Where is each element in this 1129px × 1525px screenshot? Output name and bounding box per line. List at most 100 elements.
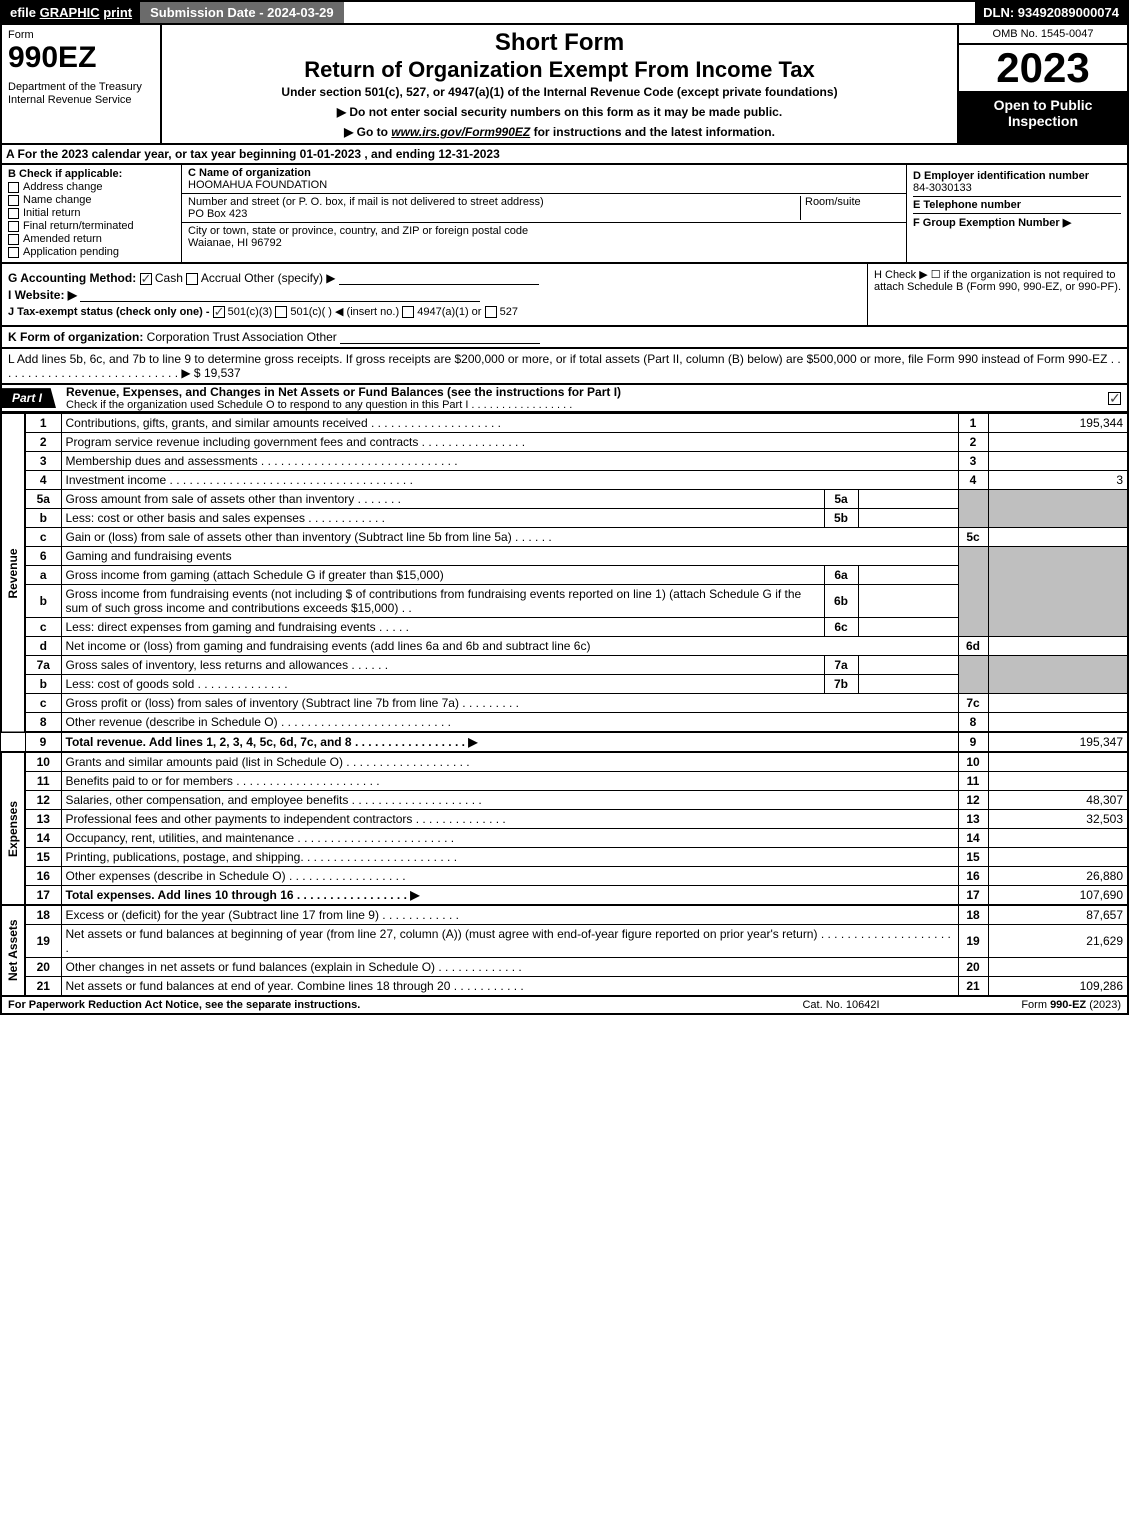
line-no: 12 — [25, 791, 61, 810]
print-link[interactable]: print — [103, 5, 132, 20]
section-b: B Check if applicable: Address change Na… — [2, 165, 182, 262]
result-val: 195,347 — [988, 732, 1128, 752]
netassets-side-label: Net Assets — [1, 905, 25, 996]
l9-desc: Total revenue. Add lines 1, 2, 3, 4, 5c,… — [66, 735, 478, 749]
graphic-link[interactable]: GRAPHIC — [40, 5, 100, 20]
section-l: L Add lines 5b, 6c, and 7b to line 9 to … — [0, 349, 1129, 385]
line-no: 11 — [25, 772, 61, 791]
footer-right-pre: Form — [1021, 999, 1050, 1011]
line-desc: Gross income from gaming (attach Schedul… — [61, 566, 824, 585]
section-a: A For the 2023 calendar year, or tax yea… — [0, 145, 1129, 165]
line-no: 16 — [25, 867, 61, 886]
part-1-title-text: Revenue, Expenses, and Changes in Net As… — [66, 385, 621, 399]
efile-graphic-print[interactable]: efile GRAPHIC print — [2, 2, 140, 23]
result-val — [988, 958, 1128, 977]
chk-4947-icon[interactable] — [402, 306, 414, 318]
street-row: Number and street (or P. O. box, if mail… — [182, 194, 906, 223]
chk-accrual-icon[interactable] — [186, 273, 198, 285]
line-no: 7a — [25, 656, 61, 675]
shaded-cell — [958, 490, 988, 528]
chk-501c3-icon[interactable] — [213, 306, 225, 318]
sub-no: 7a — [824, 656, 858, 675]
chk-name-change[interactable]: Name change — [8, 194, 175, 206]
result-no: 6d — [958, 637, 988, 656]
result-val: 87,657 — [988, 905, 1128, 925]
table-row: 16 Other expenses (describe in Schedule … — [1, 867, 1128, 886]
j-insert: ◀ (insert no.) — [335, 306, 399, 318]
chk-501c-icon[interactable] — [275, 306, 287, 318]
shaded-cell — [988, 656, 1128, 694]
line-desc: Membership dues and assessments . . . . … — [61, 452, 958, 471]
part-1-check-icon[interactable] — [1108, 392, 1121, 405]
spacer — [1, 732, 25, 752]
street-value: PO Box 423 — [188, 208, 247, 220]
form-note-2: ▶ Go to www.irs.gov/Form990EZ for instru… — [168, 125, 951, 139]
result-val: 195,344 — [988, 414, 1128, 433]
line-desc: Printing, publications, postage, and shi… — [61, 848, 958, 867]
chk-application-pending[interactable]: Application pending — [8, 246, 175, 258]
irs-link[interactable]: www.irs.gov/Form990EZ — [391, 125, 530, 139]
table-row: 17 Total expenses. Add lines 10 through … — [1, 886, 1128, 906]
form-header: Form 990EZ Department of the Treasury In… — [0, 25, 1129, 145]
result-no: 3 — [958, 452, 988, 471]
table-row: 15 Printing, publications, postage, and … — [1, 848, 1128, 867]
line-no: 21 — [25, 977, 61, 997]
result-val: 107,690 — [988, 886, 1128, 906]
tel-label: E Telephone number — [913, 199, 1021, 211]
table-row: 12 Salaries, other compensation, and emp… — [1, 791, 1128, 810]
line-desc: Excess or (deficit) for the year (Subtra… — [61, 905, 958, 925]
table-row: Expenses 10 Grants and similar amounts p… — [1, 752, 1128, 772]
line-desc: Program service revenue including govern… — [61, 433, 958, 452]
line-desc: Gross profit or (loss) from sales of inv… — [61, 694, 958, 713]
k-other-field[interactable] — [340, 330, 540, 344]
chk-amended-return[interactable]: Amended return — [8, 233, 175, 245]
result-no: 16 — [958, 867, 988, 886]
k-assoc: Association — [242, 330, 303, 344]
sub-no: 6a — [824, 566, 858, 585]
checkbox-icon — [8, 234, 19, 245]
checkbox-icon — [8, 182, 19, 193]
website-row: I Website: ▶ — [8, 288, 861, 302]
revenue-side-label: Revenue — [1, 414, 25, 733]
result-val — [988, 713, 1128, 733]
sub-val — [858, 585, 958, 618]
table-row: 6 Gaming and fundraising events — [1, 547, 1128, 566]
line-desc: Net assets or fund balances at end of ye… — [61, 977, 958, 997]
website-field[interactable] — [80, 288, 480, 302]
checkbox-icon — [8, 221, 19, 232]
result-no: 17 — [958, 886, 988, 906]
line-desc: Professional fees and other payments to … — [61, 810, 958, 829]
tel-row: E Telephone number — [913, 197, 1121, 214]
chk-initial-return[interactable]: Initial return — [8, 207, 175, 219]
line-desc: Benefits paid to or for members . . . . … — [61, 772, 958, 791]
topbar-spacer — [344, 2, 975, 23]
table-row: Revenue 1 Contributions, gifts, grants, … — [1, 414, 1128, 433]
other-field[interactable] — [339, 271, 539, 285]
shaded-cell — [958, 547, 988, 637]
form-subtitle: Under section 501(c), 527, or 4947(a)(1)… — [168, 85, 951, 99]
result-val: 3 — [988, 471, 1128, 490]
line-desc: Gross amount from sale of assets other t… — [61, 490, 824, 509]
line-desc: Gross income from fundraising events (no… — [61, 585, 824, 618]
chk-cash-icon[interactable] — [140, 273, 152, 285]
chk-address-change[interactable]: Address change — [8, 181, 175, 193]
line-desc: Total expenses. Add lines 10 through 16 … — [61, 886, 958, 906]
result-no: 20 — [958, 958, 988, 977]
tax-exempt-status: J Tax-exempt status (check only one) - 5… — [8, 305, 861, 318]
chk-final-return[interactable]: Final return/terminated — [8, 220, 175, 232]
section-c: C Name of organization HOOMAHUA FOUNDATI… — [182, 165, 907, 262]
line-desc: Investment income . . . . . . . . . . . … — [61, 471, 958, 490]
result-val: 32,503 — [988, 810, 1128, 829]
line-no: 18 — [25, 905, 61, 925]
form-id: Form 990EZ Department of the Treasury In… — [2, 25, 162, 143]
line-desc: Gaming and fundraising events — [61, 547, 958, 566]
result-no: 1 — [958, 414, 988, 433]
ein-value: 84-3030133 — [913, 182, 972, 194]
k-label: K Form of organization: — [8, 330, 143, 344]
chk-527-icon[interactable] — [485, 306, 497, 318]
omb-number: OMB No. 1545-0047 — [959, 25, 1127, 45]
result-no: 2 — [958, 433, 988, 452]
result-val: 21,629 — [988, 925, 1128, 958]
table-row: d Net income or (loss) from gaming and f… — [1, 637, 1128, 656]
result-no: 10 — [958, 752, 988, 772]
